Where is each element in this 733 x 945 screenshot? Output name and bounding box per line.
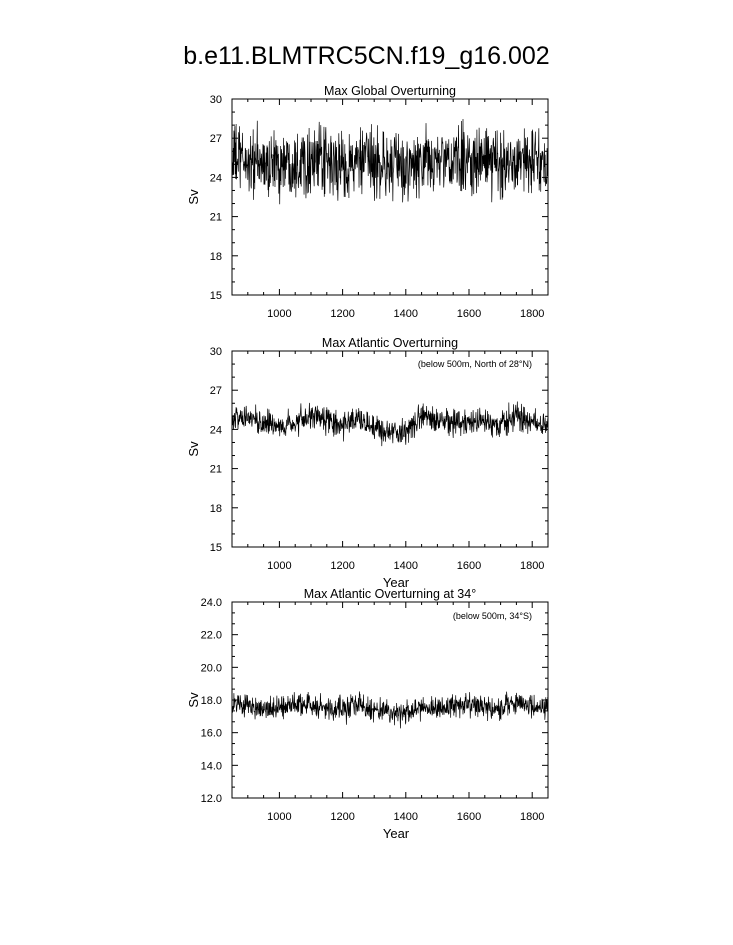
- y-tick-label: 21: [210, 212, 222, 224]
- x-tick-label: 1600: [457, 811, 481, 823]
- y-tick-label: 15: [210, 290, 222, 302]
- chart-subtitle: (below 500m, North of 28°N): [418, 359, 532, 369]
- series-line: [231, 691, 549, 729]
- chart-subtitle: (below 500m, 34°S): [453, 611, 532, 621]
- y-tick-label: 30: [210, 94, 222, 106]
- y-tick-label: 21: [210, 464, 222, 476]
- y-tick-label: 18: [210, 503, 222, 515]
- plot-frame: [231, 601, 549, 799]
- y-tick-label: 14.0: [201, 760, 222, 772]
- x-axis-label: Year: [383, 575, 410, 590]
- x-tick-label: 1200: [330, 560, 354, 572]
- x-tick-label: 1800: [520, 308, 544, 320]
- x-tick-label: 1400: [394, 308, 418, 320]
- x-axis-label: Year: [383, 826, 410, 841]
- x-tick-label: 1000: [267, 308, 291, 320]
- y-tick-label: 16.0: [201, 728, 222, 740]
- x-tick-label: 1200: [330, 308, 354, 320]
- x-tick-label: 1400: [394, 811, 418, 823]
- series-line: [231, 401, 549, 447]
- y-tick-label: 20.0: [201, 662, 222, 674]
- chart-panel-1: 1000 1200 1400 1600 1800 15 18 21 24 27 30 Max Glob…: [186, 84, 549, 320]
- x-tick-label: 1800: [520, 811, 544, 823]
- y-tick-label: 24: [210, 172, 222, 184]
- x-tick-label: 1000: [267, 811, 291, 823]
- x-tick-label: 1400: [394, 560, 418, 572]
- y-axis-label: Sv: [186, 692, 201, 708]
- y-axis-label: Sv: [186, 189, 201, 205]
- y-tick-label: 27: [210, 385, 222, 397]
- x-tick-label: 1800: [520, 560, 544, 572]
- y-tick-label: 27: [210, 133, 222, 145]
- y-tick-label: 24.0: [201, 597, 222, 609]
- series-line: [231, 119, 549, 205]
- chart-title: Max Global Overturning: [324, 84, 456, 98]
- y-tick-label: 18: [210, 251, 222, 263]
- y-tick-label: 12.0: [201, 793, 222, 805]
- page-title: b.e11.BLMTRC5CN.f19_g16.002: [183, 42, 550, 70]
- x-tick-label: 1200: [330, 811, 354, 823]
- y-axis-label: Sv: [186, 441, 201, 457]
- y-tick-label: 30: [210, 346, 222, 358]
- plot-frame: [231, 350, 549, 548]
- x-tick-label: 1000: [267, 560, 291, 572]
- y-tick-label: 15: [210, 542, 222, 554]
- chart-title: Max Atlantic Overturning: [322, 336, 458, 350]
- x-tick-label: 1600: [457, 560, 481, 572]
- y-tick-label: 24: [210, 424, 222, 436]
- x-tick-label: 1600: [457, 308, 481, 320]
- y-tick-label: 18.0: [201, 695, 222, 707]
- chart-panel-2: 1000 1200 1400 1600 1800 15 18 21 24 27 30 Max Atla…: [186, 336, 549, 590]
- chart-panel-3: 1000 1200 1400 1600 1800 12.0 14.0 16.0 18.0 20.0…: [186, 587, 549, 841]
- chart-title: Max Atlantic Overturning at 34°: [304, 587, 476, 601]
- y-tick-label: 22.0: [201, 630, 222, 642]
